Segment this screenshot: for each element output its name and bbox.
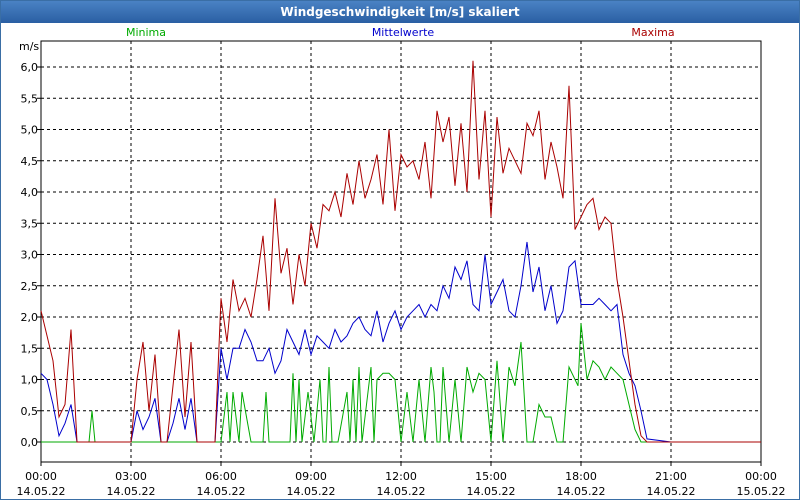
y-tick-label: 3,5 xyxy=(21,217,39,230)
x-tick-date-label: 14.05.22 xyxy=(557,485,606,498)
y-tick-label: 5,0 xyxy=(21,124,39,137)
y-tick-label: 1,0 xyxy=(21,374,39,387)
x-tick-time-label: 18:00 xyxy=(565,470,597,483)
y-tick-label: 2,5 xyxy=(21,280,39,293)
series-line-mittelwerte xyxy=(40,241,761,443)
x-tick-date-label: 14.05.22 xyxy=(287,485,336,498)
x-tick-time-label: 15:00 xyxy=(475,470,507,483)
x-tick-time-label: 03:00 xyxy=(115,470,147,483)
x-tick-time-label: 06:00 xyxy=(205,470,237,483)
legend-mittelwerte: Mittelwerte xyxy=(372,26,435,39)
y-tick-label: 5,5 xyxy=(21,92,39,105)
grid-lines xyxy=(37,41,762,466)
y-axis-label: m/s xyxy=(19,40,39,53)
y-tick-label: 0,0 xyxy=(21,436,39,449)
y-tick-label: 2,0 xyxy=(21,311,39,324)
series-lines xyxy=(40,60,761,443)
y-tick-label: 6,0 xyxy=(21,61,39,74)
y-axis-tick-labels: 0,0 0,5 1,0 1,5 2,0 2,5 3,0 3,5 4,0 4,5 5,0 5,5 6,0 xyxy=(21,61,39,449)
legend-maxima: Maxima xyxy=(631,26,674,39)
x-tick-date-label: 14.05.22 xyxy=(17,485,66,498)
x-tick-time-label: 21:00 xyxy=(655,470,687,483)
x-tick-time-label: 00:00 xyxy=(745,470,777,483)
window-title: Windgeschwindigkeit [m/s] skaliert xyxy=(1,1,799,23)
x-tick-date-label: 15.05.22 xyxy=(737,485,786,498)
x-tick-time-label: 00:00 xyxy=(25,470,57,483)
x-tick-time-label: 12:00 xyxy=(385,470,417,483)
x-tick-time-label: 09:00 xyxy=(295,470,327,483)
y-tick-label: 3,0 xyxy=(21,249,39,262)
x-tick-date-label: 14.05.22 xyxy=(197,485,246,498)
x-tick-date-label: 14.05.22 xyxy=(107,485,156,498)
x-tick-date-label: 14.05.22 xyxy=(647,485,696,498)
y-tick-label: 4,5 xyxy=(21,155,39,168)
x-tick-date-label: 14.05.22 xyxy=(467,485,516,498)
series-line-minima xyxy=(41,323,761,443)
y-tick-label: 1,5 xyxy=(21,342,39,355)
series-line-maxima xyxy=(40,60,761,443)
x-axis-tick-labels: 00:00 14.05.22 03:00 14.05.22 06:00 14.05.22 0… xyxy=(17,470,786,498)
y-tick-label: 0,5 xyxy=(21,405,39,418)
y-tick-label: 4,0 xyxy=(21,186,39,199)
legend-minima: Minima xyxy=(126,26,166,39)
x-tick-date-label: 14.05.22 xyxy=(377,485,426,498)
